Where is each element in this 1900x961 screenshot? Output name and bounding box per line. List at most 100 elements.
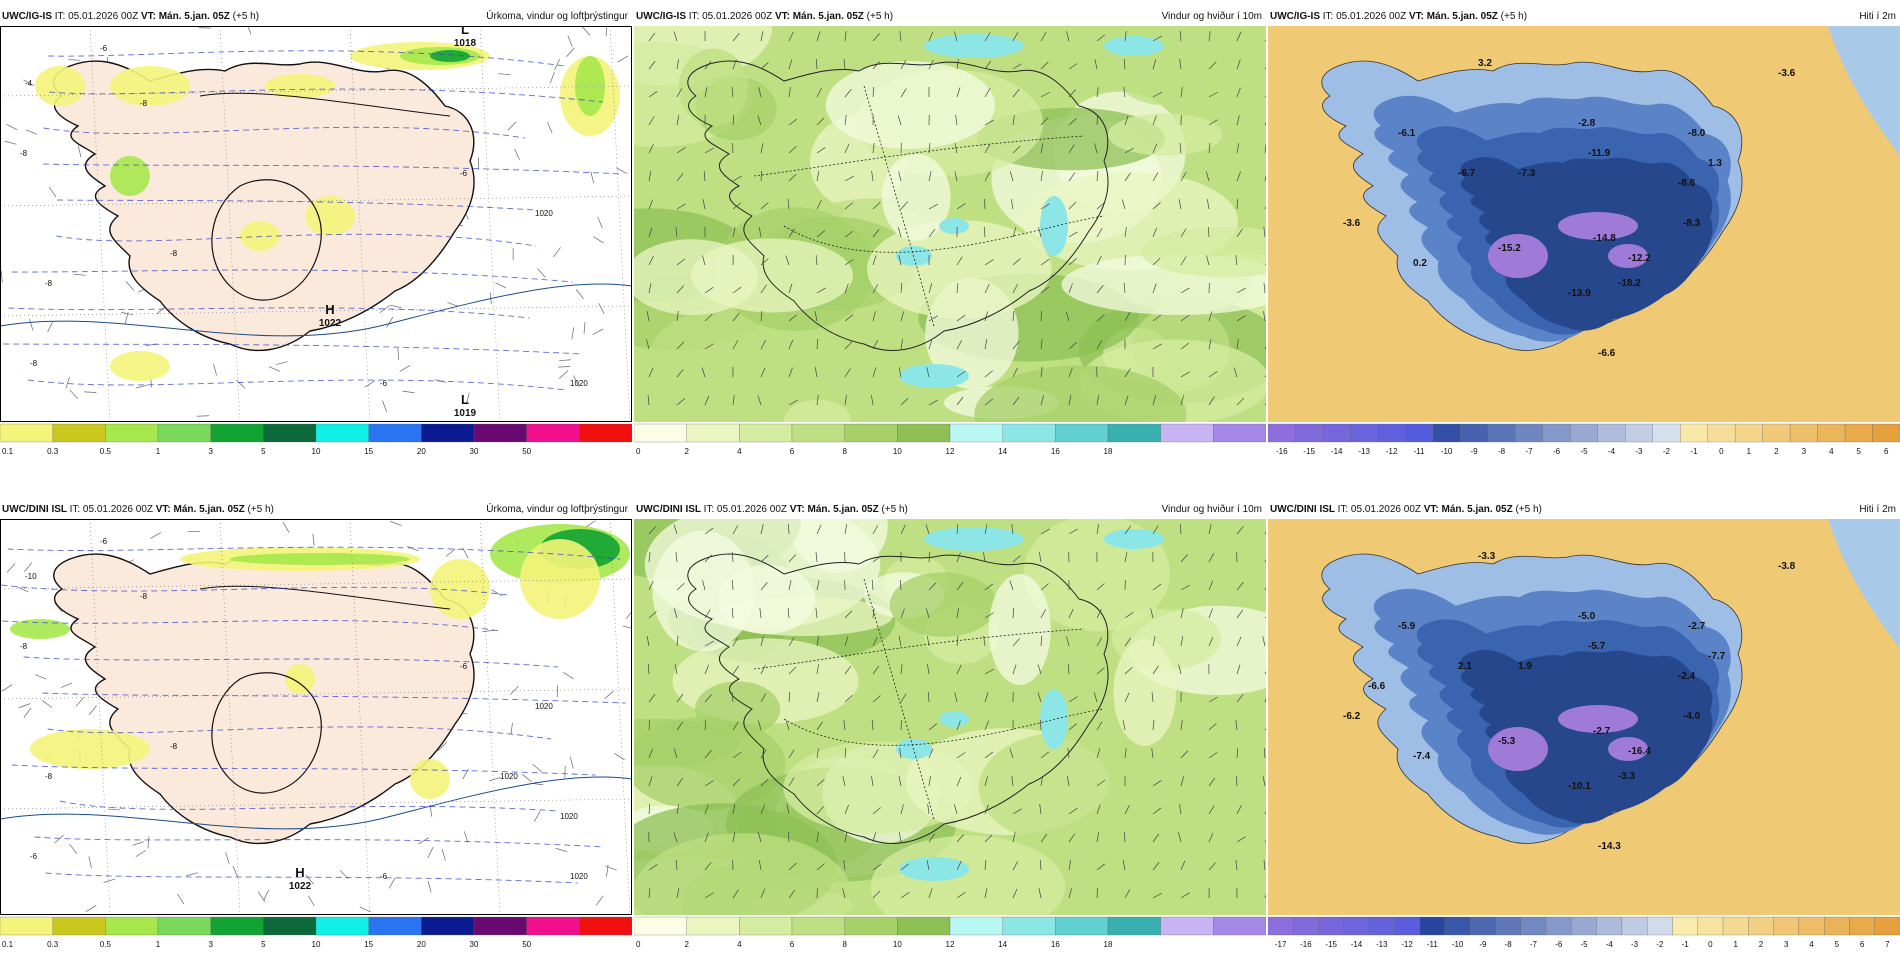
temperature-contour-label: -6	[100, 44, 108, 53]
legend-tick-label: 0.5	[100, 447, 112, 456]
legend-swatch	[158, 917, 211, 935]
precip-area	[285, 664, 315, 694]
precip-area	[110, 66, 190, 106]
wind-speed-area	[1113, 639, 1176, 746]
legend-swatch	[792, 917, 845, 935]
pressure-center-letter: H	[295, 865, 304, 880]
temperature-value-label: -12.2	[1628, 253, 1651, 264]
legend-swatch	[1763, 424, 1790, 442]
wind-speed-area	[989, 574, 1051, 685]
legend-tick-label: -4	[1606, 940, 1614, 949]
legend-swatch	[1445, 917, 1470, 935]
legend-tick-label: 3	[1784, 940, 1789, 949]
legend-tick-label: 1	[156, 447, 161, 456]
forecast-map[interactable]	[634, 26, 1266, 422]
temperature-contour-label: -8	[45, 772, 53, 781]
temp-panel: UWC/IG-IS IT: 05.01.2026 00Z VT: Mán. 5.…	[1268, 8, 1900, 468]
lead-time: (+5 h)	[233, 11, 259, 22]
legend-tick-label: 6	[1884, 447, 1889, 456]
lead-time: (+5 h)	[1515, 504, 1541, 515]
legend-tick-label: -7	[1530, 940, 1538, 949]
legend-tick-label: 3	[1802, 447, 1807, 456]
precip-panel: UWC/DINI ISL IT: 05.01.2026 00Z VT: Mán.…	[0, 501, 632, 961]
legend-swatch	[1460, 424, 1487, 442]
legend-tick-label: -8	[1498, 447, 1506, 456]
legend-tick-label: 14	[998, 447, 1007, 456]
legend-swatch	[263, 917, 316, 935]
forecast-map[interactable]	[634, 519, 1266, 915]
temperature-contour-label: -10	[25, 572, 37, 581]
wind-speed-area	[691, 239, 853, 313]
legend-swatch	[211, 424, 264, 442]
temperature-value-label: -5.3	[1498, 736, 1516, 747]
legend-swatch	[845, 424, 898, 442]
legend-tick-label: -16	[1300, 940, 1312, 949]
legend-swatch	[1622, 917, 1647, 935]
legend-swatch	[1350, 424, 1377, 442]
legend-tick-label: 5	[261, 447, 266, 456]
legend-swatch	[950, 424, 1003, 442]
temperature-contour-label: -8	[20, 642, 28, 651]
temperature-contour-label: -8	[45, 279, 53, 288]
legend-swatch	[263, 424, 316, 442]
temperature-contour-label: -8	[170, 249, 178, 258]
legend-tick-label: 0.3	[47, 940, 59, 949]
legend-tick-label: -14	[1351, 940, 1363, 949]
legend-swatch	[53, 424, 106, 442]
temperature-value-label: -3.3	[1478, 551, 1496, 562]
legend-swatch	[1672, 917, 1697, 935]
temperature-contour-label: -8	[30, 359, 38, 368]
legend-swatch	[1420, 917, 1445, 935]
legend-swatch	[792, 424, 845, 442]
legend-swatch	[1268, 917, 1293, 935]
legend-tick-label: -16	[1276, 447, 1288, 456]
legend-tick-label: 30	[470, 940, 479, 949]
legend-swatch	[579, 424, 632, 442]
legend-swatch	[1521, 917, 1546, 935]
legend-tick-label: 7	[1885, 940, 1890, 949]
gust-area	[1040, 196, 1068, 256]
temperature-contour-label: -6	[380, 379, 388, 388]
legend-swatch	[1543, 424, 1570, 442]
isobar-label: 1020	[500, 772, 518, 781]
gust-area	[939, 218, 969, 234]
init-time: IT: 05.01.2026 00Z	[70, 504, 156, 515]
legend-swatch	[1161, 917, 1214, 935]
wind-speed-area	[890, 572, 997, 637]
precip-area	[110, 156, 150, 196]
temperature-value-label: -13.9	[1568, 288, 1591, 299]
temperature-value-label: -7.3	[1518, 168, 1536, 179]
legend-tick-label: 0	[1708, 940, 1713, 949]
legend-tick-label: 1	[1733, 940, 1738, 949]
legend-swatch	[579, 917, 632, 935]
legend-tick-label: -6	[1553, 447, 1561, 456]
legend-swatch	[0, 917, 53, 935]
legend-tick-label: 0.5	[100, 940, 112, 949]
legend-swatch	[158, 424, 211, 442]
temperature-value-label: -15.2	[1498, 243, 1521, 254]
legend-swatch	[897, 424, 950, 442]
legend-tick-label: -7	[1525, 447, 1533, 456]
legend-swatch	[1774, 917, 1799, 935]
temp-panel: UWC/DINI ISL IT: 05.01.2026 00Z VT: Mán.…	[1268, 501, 1900, 961]
precip-area	[10, 619, 70, 639]
color-legend: -17-16-15-14-13-12-11-10-9-8-7-6-5-4-3-2…	[1268, 915, 1900, 951]
temperature-value-label: -18.2	[1618, 278, 1641, 289]
legend-tick-label: 20	[417, 447, 426, 456]
legend-swatch	[1570, 424, 1597, 442]
legend-swatch	[211, 917, 264, 935]
legend-tick-label: 18	[1104, 447, 1113, 456]
legend-swatch	[1849, 917, 1874, 935]
legend-tick-label: 4	[737, 447, 742, 456]
temperature-value-label: -10.1	[1568, 781, 1591, 792]
temperature-value-label: -5.0	[1578, 611, 1596, 622]
legend-swatch	[1161, 424, 1214, 442]
